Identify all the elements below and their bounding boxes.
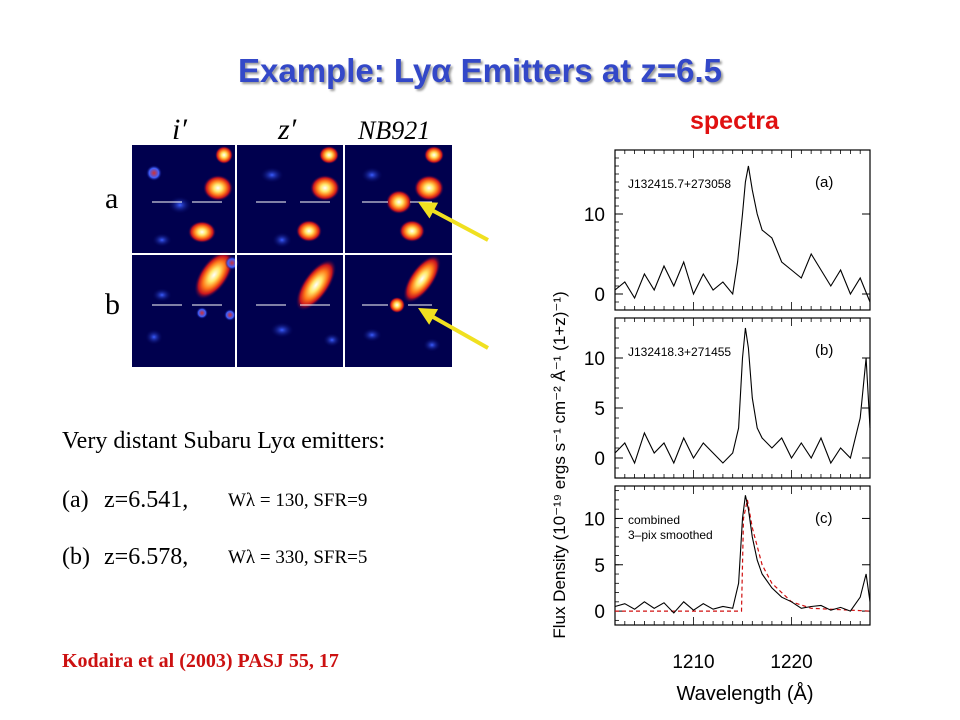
cutout-b-z — [270, 259, 341, 347]
y-axis-label: Flux Density (10⁻¹⁹ ergs s⁻¹ cm⁻² Å⁻¹ (1… — [550, 291, 569, 638]
spectrum-line — [614, 165, 871, 303]
item-a-label: (a) — [62, 487, 89, 513]
panel-tag: (a) — [815, 174, 833, 191]
pointer-arrow-a — [418, 202, 489, 242]
spectrum-line — [614, 327, 871, 465]
pointer-arrows — [418, 202, 489, 350]
cutout-b-nb921 — [362, 255, 441, 352]
spectrum-panel-1: 0 10 J132415.7+273058 (a) — [584, 149, 871, 311]
spectrum-line — [614, 495, 871, 614]
y-tick-label: 10 — [584, 349, 605, 370]
image-cutout-grid — [132, 145, 452, 367]
item-a-redshift: z=6.541, — [104, 487, 189, 513]
x-tick-label: 1210 — [672, 652, 714, 673]
y-tick-label: 5 — [594, 556, 605, 577]
spectra-label: spectra — [690, 107, 779, 135]
x-axis-label: Wavelength (Å) — [676, 682, 813, 705]
band-label-i: i′ — [172, 113, 187, 146]
cutout-b-i — [145, 250, 239, 345]
reference-citation: Kodaira et al (2003) PASJ 55, 17 — [62, 650, 339, 672]
item-a-detail: Wλ = 130, SFR=9 — [228, 490, 368, 511]
x-tick-label: 1220 — [770, 652, 812, 673]
y-tick-label: 5 — [594, 399, 605, 420]
y-tick-label: 0 — [594, 602, 605, 623]
y-tick-label: 0 — [594, 285, 605, 306]
y-tick-label: 10 — [584, 509, 605, 530]
cutout-a-nb921 — [361, 146, 444, 242]
panel-tag: (b) — [815, 342, 833, 359]
row-label-b: b — [105, 288, 120, 321]
panel-object-name: combined — [628, 513, 680, 527]
panel-object-name: J132418.3+271455 — [628, 345, 731, 359]
item-b-detail: Wλ = 330, SFR=5 — [228, 547, 368, 568]
panel-note: 3–pix smoothed — [628, 528, 713, 542]
band-label-z: z′ — [278, 113, 297, 146]
y-tick-label: 10 — [584, 205, 605, 226]
panel-object-name: J132415.7+273058 — [628, 177, 731, 191]
cutout-a-i — [146, 146, 233, 247]
spectra-chart: 0 10 J132415.7+273058 (a) 0 5 10 J132418.3+2714… — [550, 149, 871, 705]
slide-title: Example: Lyα Emitters at z=6.5 — [237, 52, 722, 89]
row-label-a: a — [105, 182, 119, 215]
pointer-arrow-b — [418, 308, 489, 350]
y-tick-label: 0 — [594, 449, 605, 470]
band-label-nb921: NB921 — [358, 116, 431, 145]
spectrum-panel-2: 0 5 10 J132418.3+271455 (b) — [584, 317, 871, 479]
cutout-a-z — [260, 146, 340, 248]
panel-tag: (c) — [815, 510, 833, 527]
item-b-label: (b) — [62, 544, 90, 570]
emitters-heading: Very distant Subaru Lyα emitters: — [62, 428, 386, 454]
item-b-redshift: z=6.578, — [104, 544, 189, 570]
